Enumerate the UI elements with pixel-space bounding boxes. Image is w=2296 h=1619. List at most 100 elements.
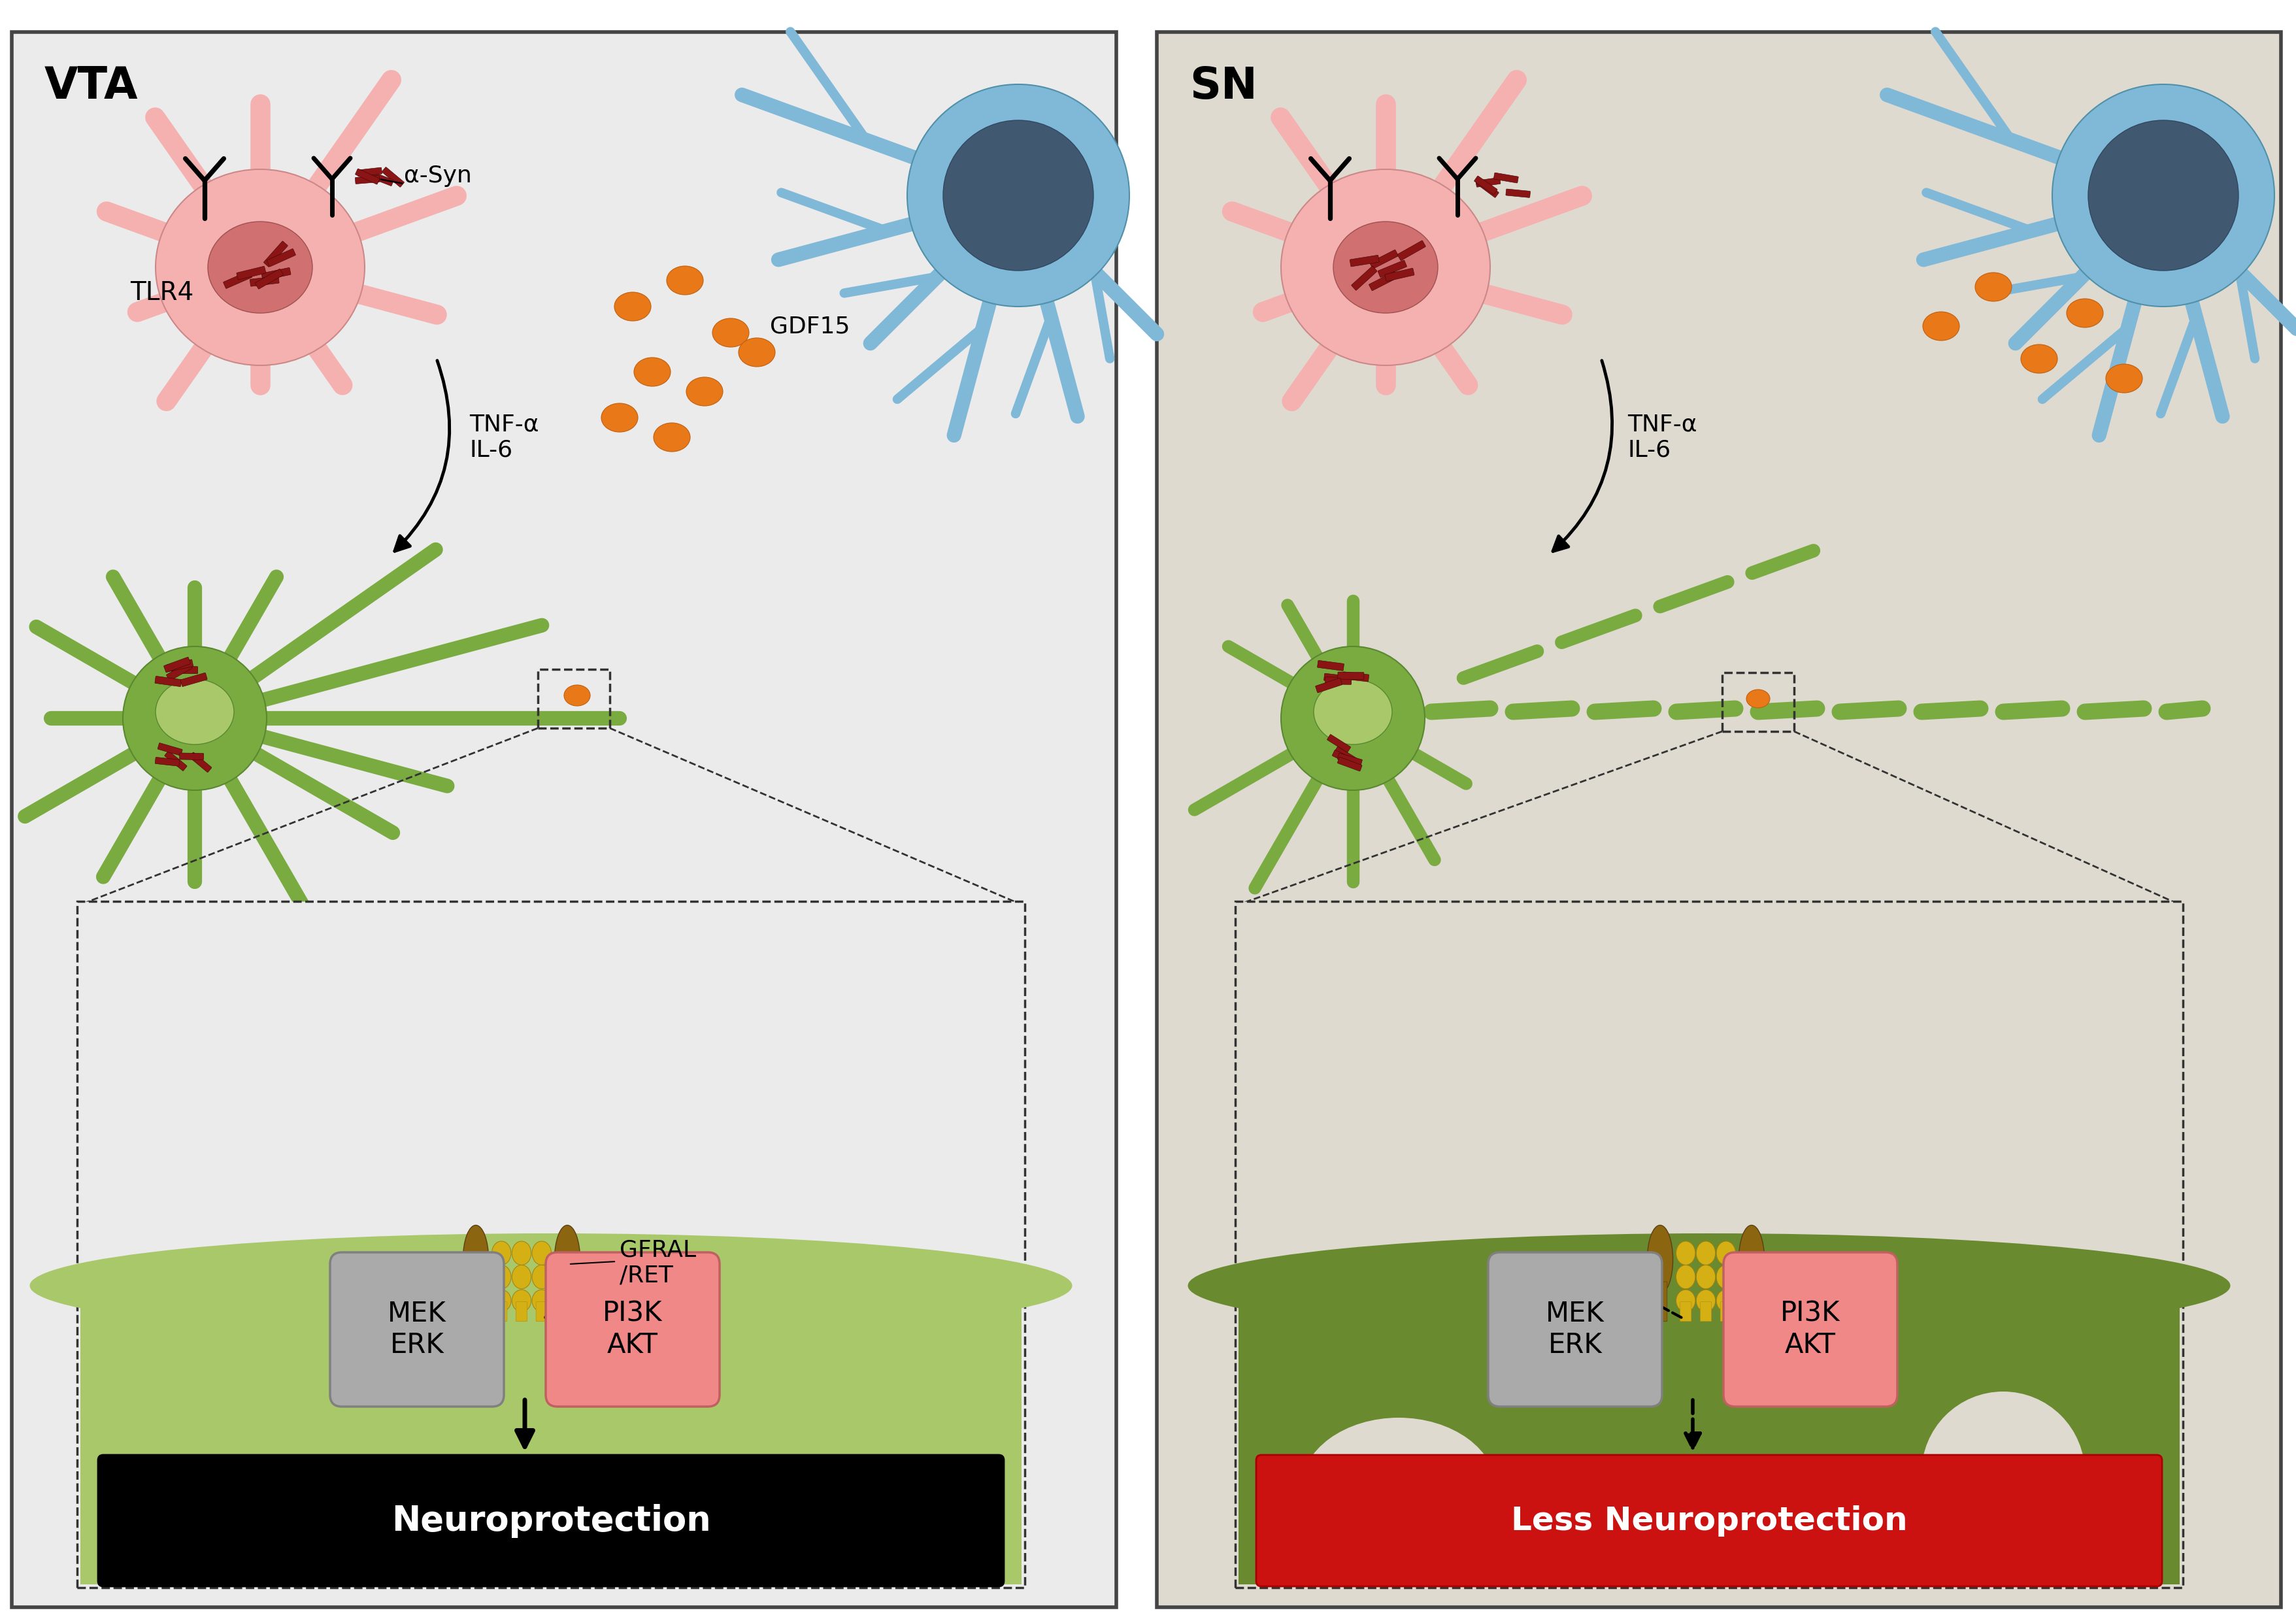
Ellipse shape: [209, 222, 312, 312]
Ellipse shape: [941, 1005, 976, 1033]
FancyBboxPatch shape: [1238, 1285, 2179, 1585]
FancyBboxPatch shape: [1350, 256, 1380, 267]
Text: MEK
ERK: MEK ERK: [1545, 1300, 1605, 1358]
Ellipse shape: [491, 1242, 512, 1264]
Ellipse shape: [1922, 1392, 2085, 1554]
Ellipse shape: [533, 1264, 551, 1289]
Text: Less Neuroprotection: Less Neuroprotection: [1511, 1506, 1908, 1536]
FancyBboxPatch shape: [496, 1302, 507, 1321]
Ellipse shape: [138, 1031, 172, 1059]
Text: α-Syn: α-Syn: [404, 165, 471, 186]
FancyBboxPatch shape: [546, 1253, 719, 1407]
Ellipse shape: [767, 1018, 799, 1046]
FancyBboxPatch shape: [1720, 1302, 1731, 1321]
Ellipse shape: [1697, 1264, 1715, 1289]
FancyBboxPatch shape: [560, 1282, 574, 1321]
Ellipse shape: [156, 678, 234, 745]
FancyBboxPatch shape: [1235, 902, 2183, 1588]
FancyBboxPatch shape: [1699, 1302, 1711, 1321]
FancyBboxPatch shape: [1325, 677, 1352, 685]
FancyBboxPatch shape: [1371, 249, 1398, 269]
Ellipse shape: [1313, 678, 1391, 745]
Ellipse shape: [269, 967, 303, 994]
FancyBboxPatch shape: [331, 1253, 503, 1407]
Ellipse shape: [1300, 1418, 1497, 1561]
Text: TNF-α
IL-6: TNF-α IL-6: [1628, 413, 1697, 461]
Ellipse shape: [124, 646, 266, 790]
FancyBboxPatch shape: [535, 1302, 546, 1321]
Ellipse shape: [1281, 646, 1426, 790]
Ellipse shape: [533, 1290, 551, 1311]
Ellipse shape: [1871, 986, 1906, 1013]
Ellipse shape: [512, 1242, 530, 1264]
Ellipse shape: [484, 954, 519, 981]
Text: TLR4: TLR4: [131, 280, 193, 306]
Ellipse shape: [2020, 345, 2057, 374]
Ellipse shape: [464, 1226, 489, 1294]
FancyBboxPatch shape: [1339, 672, 1364, 680]
FancyBboxPatch shape: [1256, 1455, 2163, 1587]
Ellipse shape: [1708, 954, 1743, 981]
FancyBboxPatch shape: [1506, 189, 1531, 198]
FancyBboxPatch shape: [1398, 241, 1426, 261]
Ellipse shape: [634, 358, 670, 387]
Ellipse shape: [666, 266, 703, 295]
Ellipse shape: [739, 338, 776, 366]
Ellipse shape: [1676, 1242, 1694, 1264]
FancyBboxPatch shape: [250, 275, 280, 287]
FancyBboxPatch shape: [188, 753, 211, 772]
FancyBboxPatch shape: [1384, 269, 1414, 282]
Ellipse shape: [2087, 120, 2239, 270]
FancyBboxPatch shape: [163, 657, 191, 672]
Ellipse shape: [1598, 1005, 1632, 1033]
Text: MEK
ERK: MEK ERK: [388, 1300, 445, 1358]
FancyBboxPatch shape: [158, 743, 181, 756]
Ellipse shape: [1717, 1290, 1736, 1311]
Ellipse shape: [191, 947, 225, 975]
Text: GDF15: GDF15: [769, 316, 850, 337]
FancyBboxPatch shape: [1378, 261, 1407, 277]
Ellipse shape: [1676, 1264, 1694, 1289]
FancyBboxPatch shape: [1495, 173, 1518, 183]
FancyBboxPatch shape: [99, 1455, 1003, 1587]
Ellipse shape: [1697, 1242, 1715, 1264]
FancyBboxPatch shape: [236, 266, 266, 280]
Ellipse shape: [491, 1264, 512, 1289]
FancyBboxPatch shape: [262, 267, 292, 280]
Ellipse shape: [2105, 364, 2142, 393]
Ellipse shape: [1479, 967, 1513, 994]
FancyBboxPatch shape: [1724, 1253, 1896, 1407]
Ellipse shape: [1747, 690, 1770, 708]
FancyBboxPatch shape: [154, 677, 181, 686]
Ellipse shape: [1187, 1234, 2229, 1337]
FancyBboxPatch shape: [517, 1302, 528, 1321]
Ellipse shape: [712, 319, 748, 346]
FancyBboxPatch shape: [11, 32, 1116, 1608]
FancyBboxPatch shape: [80, 1285, 1022, 1585]
FancyBboxPatch shape: [1332, 750, 1357, 766]
Ellipse shape: [491, 1290, 512, 1311]
FancyBboxPatch shape: [1476, 178, 1502, 188]
Ellipse shape: [654, 423, 691, 452]
Ellipse shape: [308, 1044, 342, 1072]
Ellipse shape: [512, 1264, 530, 1289]
FancyBboxPatch shape: [172, 667, 197, 674]
FancyBboxPatch shape: [78, 902, 1024, 1588]
Ellipse shape: [512, 1290, 530, 1311]
FancyBboxPatch shape: [356, 168, 379, 185]
Ellipse shape: [126, 973, 158, 1001]
FancyBboxPatch shape: [1681, 1302, 1692, 1321]
Text: PI3K
AKT: PI3K AKT: [604, 1300, 664, 1358]
Ellipse shape: [944, 120, 1093, 270]
FancyBboxPatch shape: [165, 659, 193, 672]
FancyBboxPatch shape: [165, 751, 186, 771]
Text: TNF-α
IL-6: TNF-α IL-6: [468, 413, 540, 461]
Ellipse shape: [556, 1226, 581, 1294]
Ellipse shape: [682, 954, 714, 981]
Text: PI3K
AKT: PI3K AKT: [1779, 1300, 1841, 1358]
FancyBboxPatch shape: [1653, 1282, 1667, 1321]
FancyBboxPatch shape: [1488, 1253, 1662, 1407]
FancyBboxPatch shape: [181, 674, 207, 686]
Ellipse shape: [1975, 272, 2011, 301]
FancyBboxPatch shape: [468, 1282, 482, 1321]
